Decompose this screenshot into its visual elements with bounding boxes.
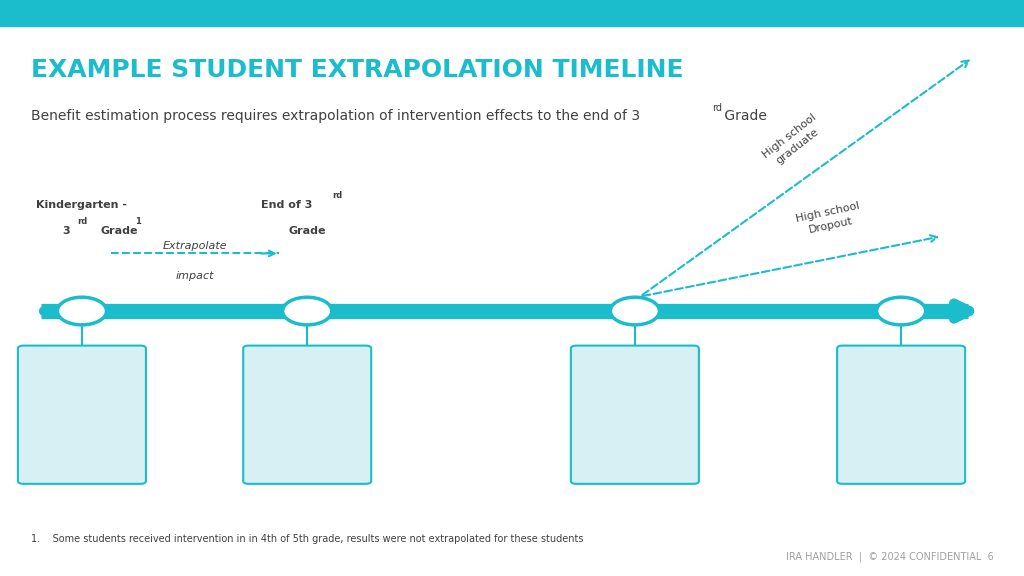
Circle shape (57, 297, 106, 325)
Text: High school
graduate: High school graduate (761, 112, 826, 170)
Text: NAEP: NAEP (620, 435, 650, 445)
Text: 3: 3 (62, 226, 71, 236)
Text: End of 3: End of 3 (261, 200, 312, 210)
Text: odds based on: odds based on (594, 410, 676, 420)
Text: impact: impact (175, 271, 214, 281)
FancyBboxPatch shape (17, 346, 145, 484)
Text: Grade: Grade (289, 226, 326, 236)
Text: IRA HANDLER  |  © 2024 CONFIDENTIAL  6: IRA HANDLER | © 2024 CONFIDENTIAL 6 (785, 551, 993, 562)
FancyBboxPatch shape (571, 346, 698, 484)
Text: NAEP: NAEP (292, 359, 323, 369)
Text: at end of 3: at end of 3 (276, 426, 338, 437)
Text: classification: classification (599, 460, 671, 470)
FancyBboxPatch shape (244, 346, 371, 484)
Text: rd: rd (330, 419, 339, 429)
Text: rd: rd (712, 103, 722, 112)
Text: receives: receives (58, 393, 105, 403)
Text: Grade: Grade (100, 226, 138, 236)
Text: Grade: Grade (720, 109, 767, 123)
Text: 1: 1 (135, 217, 141, 226)
Text: intervention: intervention (48, 460, 116, 470)
Text: Springboard: Springboard (48, 426, 116, 437)
Text: lifetime: lifetime (880, 410, 923, 420)
Text: High school: High school (602, 359, 668, 369)
Text: Extrapolate: Extrapolate (162, 241, 227, 251)
Text: rd: rd (332, 191, 342, 200)
Text: earnings: earnings (877, 460, 926, 470)
Text: graduation: graduation (604, 385, 666, 395)
Circle shape (877, 297, 926, 325)
FancyBboxPatch shape (838, 346, 965, 484)
Text: Benefit estimation process requires extrapolation of intervention effects to the: Benefit estimation process requires extr… (31, 109, 640, 123)
Text: Grade: Grade (290, 460, 325, 470)
Text: rd: rd (77, 217, 87, 226)
Text: Student: Student (59, 359, 104, 369)
Text: classification: classification (271, 393, 343, 403)
Text: EXAMPLE STUDENT EXTRAPOLATION TIMELINE: EXAMPLE STUDENT EXTRAPOLATION TIMELINE (31, 58, 683, 82)
Text: High school
Dropout: High school Dropout (796, 201, 863, 237)
Text: Kindergarten -: Kindergarten - (37, 200, 127, 210)
Text: Estimated: Estimated (872, 359, 930, 369)
Circle shape (283, 297, 332, 325)
Circle shape (610, 297, 659, 325)
Text: 1.    Some students received intervention in in 4th of 5th grade, results were n: 1. Some students received intervention i… (31, 535, 584, 544)
